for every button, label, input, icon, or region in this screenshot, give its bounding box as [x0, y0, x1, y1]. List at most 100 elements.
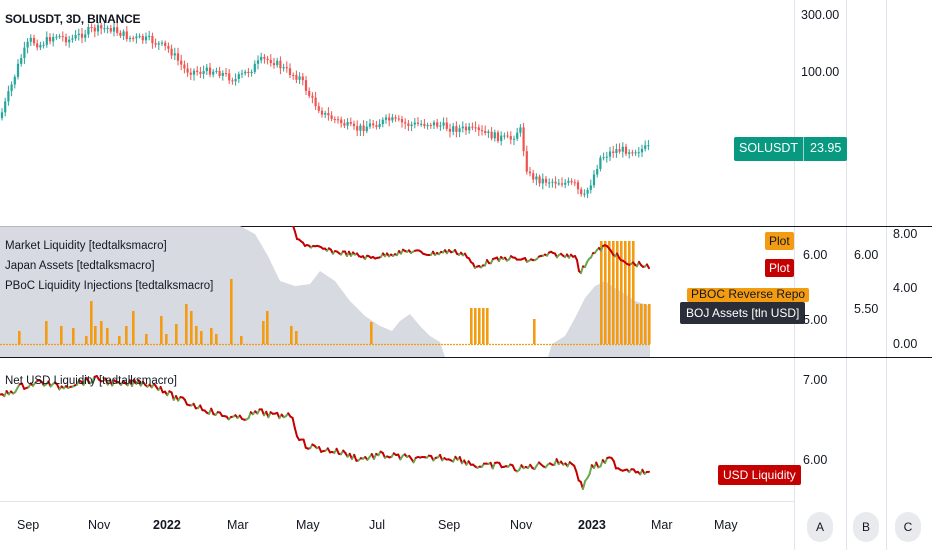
usd-liquidity-pane[interactable]: Net USD Liquidity [tedtalksmacro] 7.00 6… — [0, 357, 932, 501]
candle-body — [315, 98, 317, 107]
pboc-bar — [145, 334, 148, 344]
candle-body — [580, 189, 582, 194]
candle-body — [519, 127, 521, 132]
pboc-bar — [60, 326, 63, 344]
candle-body — [427, 125, 429, 126]
candle-body — [548, 183, 550, 184]
candle-body — [283, 67, 285, 68]
pboc-reverse-repo-tag: PBOC Reverse Repo — [687, 288, 809, 302]
candle-body — [39, 45, 41, 47]
candle-body — [417, 123, 419, 124]
price-pane[interactable]: SOLUSDT, 3D, BINANCE 300.00 100.00 SOLUS… — [0, 0, 932, 226]
candle-body — [615, 149, 617, 153]
candle-body — [471, 127, 473, 128]
candle-body — [423, 124, 425, 126]
candle-body — [167, 46, 169, 49]
candle-body — [177, 53, 179, 60]
plot-tag-orange: Plot — [765, 232, 794, 250]
candle-body — [551, 182, 553, 183]
candle-body — [500, 136, 502, 141]
candle-body — [644, 145, 646, 148]
candle-body — [398, 119, 400, 120]
pboc-bar — [478, 308, 481, 344]
time-label-jul: Jul — [369, 518, 385, 532]
candle-body — [420, 124, 422, 125]
legend-market-liquidity[interactable]: Market Liquidity [tedtalksmacro] — [5, 240, 167, 252]
candle-body — [468, 127, 470, 131]
candle-body — [110, 28, 112, 32]
candle-body — [311, 96, 313, 98]
candle-body — [55, 37, 57, 38]
candle-body — [347, 122, 349, 126]
candle-body — [135, 36, 137, 38]
ticker-title[interactable]: SOLUSDT, 3D, BINANCE — [5, 12, 140, 26]
candle-body — [503, 136, 505, 137]
candle-body — [49, 37, 51, 41]
candle-body — [279, 61, 281, 69]
candle-body — [388, 117, 390, 120]
pboc-bar — [644, 304, 647, 344]
candle-body — [129, 38, 131, 39]
candle-body — [337, 119, 339, 120]
candle-body — [151, 36, 153, 43]
pboc-bar — [240, 336, 243, 344]
candle-body — [491, 132, 493, 139]
candle-body — [161, 43, 163, 44]
candle-body — [1, 112, 3, 118]
candle-body — [75, 35, 77, 38]
pboc-bar — [125, 326, 128, 344]
candle-body — [308, 91, 310, 96]
candle-body — [27, 42, 29, 48]
pboc-bar — [262, 321, 265, 344]
candle-body — [529, 172, 531, 174]
candle-body — [484, 131, 486, 133]
candle-body — [123, 31, 125, 35]
candle-body — [641, 149, 643, 152]
candle-body — [593, 175, 595, 186]
candle-body — [30, 38, 32, 42]
usd-liquidity-tag: USD Liquidity — [718, 465, 801, 485]
pboc-bar — [18, 331, 21, 344]
candle-body — [612, 152, 614, 153]
candle-body — [295, 75, 297, 80]
scale-button-b[interactable]: B — [853, 512, 879, 542]
time-axis[interactable] — [0, 501, 794, 551]
candle-body — [119, 33, 121, 36]
scale-button-c[interactable]: C — [895, 512, 921, 542]
candle-body — [148, 36, 150, 37]
ind-axis2-label-6: 6.00 — [854, 248, 878, 262]
candle-body — [91, 27, 93, 28]
pboc-bar — [486, 308, 489, 344]
candle-body — [199, 72, 201, 74]
candle-body — [411, 125, 413, 126]
candle-body — [455, 126, 457, 132]
candle-body — [587, 190, 589, 194]
scale-button-a[interactable]: A — [807, 512, 833, 542]
legend-pboc-injections[interactable]: PBoC Liquidity Injections [tedtalksmacro… — [5, 280, 213, 292]
candle-body — [590, 185, 592, 189]
candle-body — [494, 132, 496, 138]
candle-body — [353, 124, 355, 126]
pboc-bar — [533, 319, 536, 344]
candlestick-chart[interactable] — [0, 0, 794, 226]
market-liquidity-line — [577, 260, 579, 271]
legend-net-usd-liquidity[interactable]: Net USD Liquidity [tedtalksmacro] — [5, 375, 177, 387]
pboc-bar — [600, 241, 603, 344]
pboc-bar — [290, 326, 293, 344]
candle-body — [273, 63, 275, 65]
candle-body — [164, 43, 166, 46]
candle-body — [139, 36, 141, 37]
indicator-pane[interactable]: Market Liquidity [tedtalksmacro] Japan A… — [0, 226, 932, 357]
market-liquidity-line — [295, 232, 297, 239]
pboc-bar — [632, 241, 635, 344]
pboc-bar — [370, 322, 373, 344]
legend-japan-assets[interactable]: Japan Assets [tedtalksmacro] — [5, 260, 155, 272]
candle-body — [430, 125, 432, 126]
time-label-mar: Mar — [227, 518, 249, 532]
candle-body — [251, 72, 253, 73]
pboc-bar — [604, 241, 607, 344]
pboc-bar — [470, 308, 473, 344]
candle-body — [350, 122, 352, 124]
net-usd-liquidity-line — [304, 440, 306, 448]
candle-body — [625, 147, 627, 154]
